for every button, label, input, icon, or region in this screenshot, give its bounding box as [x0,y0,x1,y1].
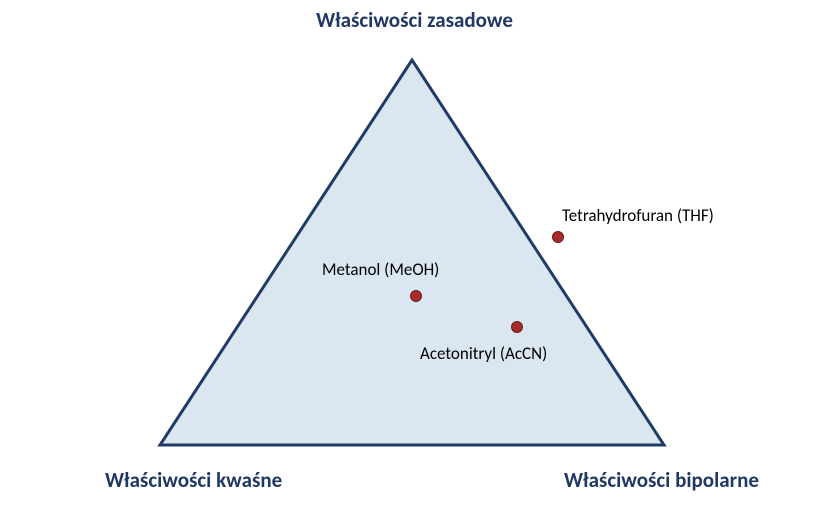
vertex-label-top: Właściwości zasadowe [0,7,829,33]
point-label-accn: Acetonitryl (AcCN) [420,343,547,364]
point-label-meoh: Metanol (MeOH) [322,259,439,280]
data-point-accn [512,322,523,333]
triangle-shape [160,60,664,445]
vertex-label-left: Właściwości kwaśne [105,467,282,493]
data-point-meoh [411,291,422,302]
ternary-diagram: Właściwości zasadowe Właściwości kwaśne … [0,0,829,532]
point-label-thf: Tetrahydrofuran (THF) [562,205,714,226]
data-point-thf [553,232,564,243]
vertex-label-right: Właściwości bipolarne [564,467,759,493]
